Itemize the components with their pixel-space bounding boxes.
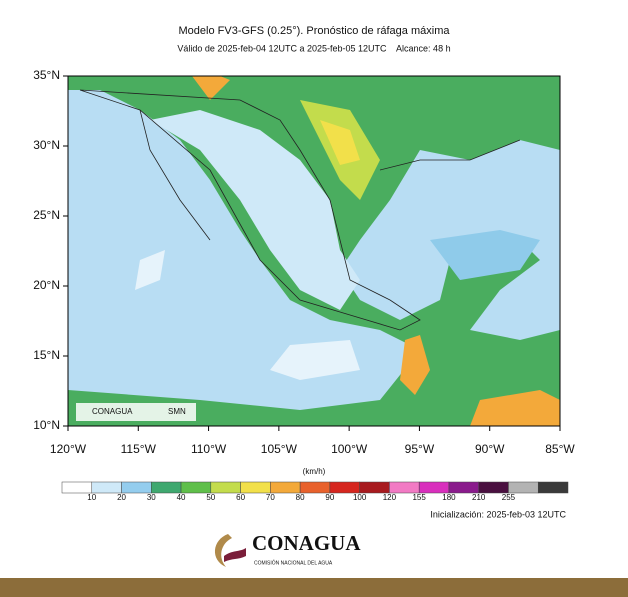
colorbar-label: 155 [412,493,426,502]
map-field [68,76,560,426]
subtitle: Válido de 2025-feb-04 12UTC a 2025-feb-0… [177,43,450,53]
gust-zone [320,120,360,165]
colorbar-swatch [240,481,271,494]
logo-text: CONAGUA [252,531,361,555]
colorbar-label: 120 [383,493,397,502]
colorbar-label: 30 [147,493,156,502]
lat-tick-label: 15°N [33,348,60,362]
footer-logo: CONAGUA COMISIÓN NACIONAL DEL AGUA [214,531,361,567]
colorbar-swatch [537,481,569,494]
colorbar-label: 40 [177,493,186,502]
coastline [379,139,521,171]
lat-tick-label: 20°N [33,278,60,292]
logo-subtext: COMISIÓN NACIONAL DEL AGUA [254,559,333,566]
colorbar-swatch [418,481,450,494]
colorbar-label: 100 [353,493,367,502]
colorbar-label: 255 [502,493,516,502]
lon-tick-label: 120°W [50,442,87,456]
sea-zone [135,250,165,290]
lon-tick-label: 115°W [121,442,157,456]
colorbar-swatch [270,481,301,494]
coastline [79,89,421,331]
colorbar-swatch [329,481,360,494]
title: Modelo FV3-GFS (0.25°). Pronóstico de rá… [179,25,451,37]
colorbar-swatch [389,481,420,494]
colorbar-swatch [478,481,509,494]
colorbar-label: 60 [236,493,245,502]
map-frame [67,75,561,427]
lat-tick-label: 10°N [33,418,60,432]
colorbar-swatch [448,481,479,494]
axes: 35°N 30°N 25°N 20°N 15°N 10°N 120°W 115°W 110°W 1… [33,68,575,456]
init-time: Inicialización: 2025-feb-03 12UTC [430,509,566,519]
colorbar-swatch [121,481,152,494]
colorbar-swatch [151,481,182,494]
lon-tick-label: 85°W [545,442,575,456]
coastline [139,109,211,241]
lon-tick-label: 110°W [191,442,227,456]
colorbar: 10 20 30 40 50 60 70 80 90 100 120 155 180 210 255 [61,481,569,502]
footer-bar [0,578,628,597]
lat-tick-label: 35°N [33,68,60,82]
inset-logos: CONAGUA SMN [76,403,196,421]
colorbar-unit: (km/h) [303,467,326,476]
colorbar-label: 50 [206,493,215,502]
colorbar-swatch [210,481,241,494]
colorbar-label: 10 [87,493,96,502]
colorbar-swatch [299,481,331,494]
colorbar-label: 90 [325,493,334,502]
colorbar-label: 180 [442,493,456,502]
gust-zone [400,335,430,395]
gust-zone [470,390,560,426]
lat-tick-label: 25°N [33,208,60,222]
inset-logo: SMN [168,407,186,416]
colorbar-label: 20 [117,493,126,502]
sea-zone [270,340,360,380]
logo-icon [224,548,246,562]
lon-tick-label: 100°W [331,442,368,456]
lon-tick-label: 90°W [475,442,505,456]
colorbar-label: 70 [266,493,275,502]
colorbar-swatch [508,481,539,494]
lon-tick-label: 105°W [261,442,298,456]
colorbar-swatch [91,481,122,494]
lon-tick-label: 95°W [405,442,435,456]
colorbar-swatch [61,481,93,494]
colorbar-label: 80 [296,493,305,502]
gust-zone [192,76,230,100]
land-light [150,110,360,310]
colorbar-label: 210 [472,493,486,502]
logo-box [76,403,196,421]
sea-zone [430,230,540,280]
inset-logo: CONAGUA [92,407,133,416]
logo-icon [214,534,232,567]
colorbar-swatch [359,481,390,494]
colorbar-swatch [180,481,212,494]
lat-tick-label: 30°N [33,138,60,152]
